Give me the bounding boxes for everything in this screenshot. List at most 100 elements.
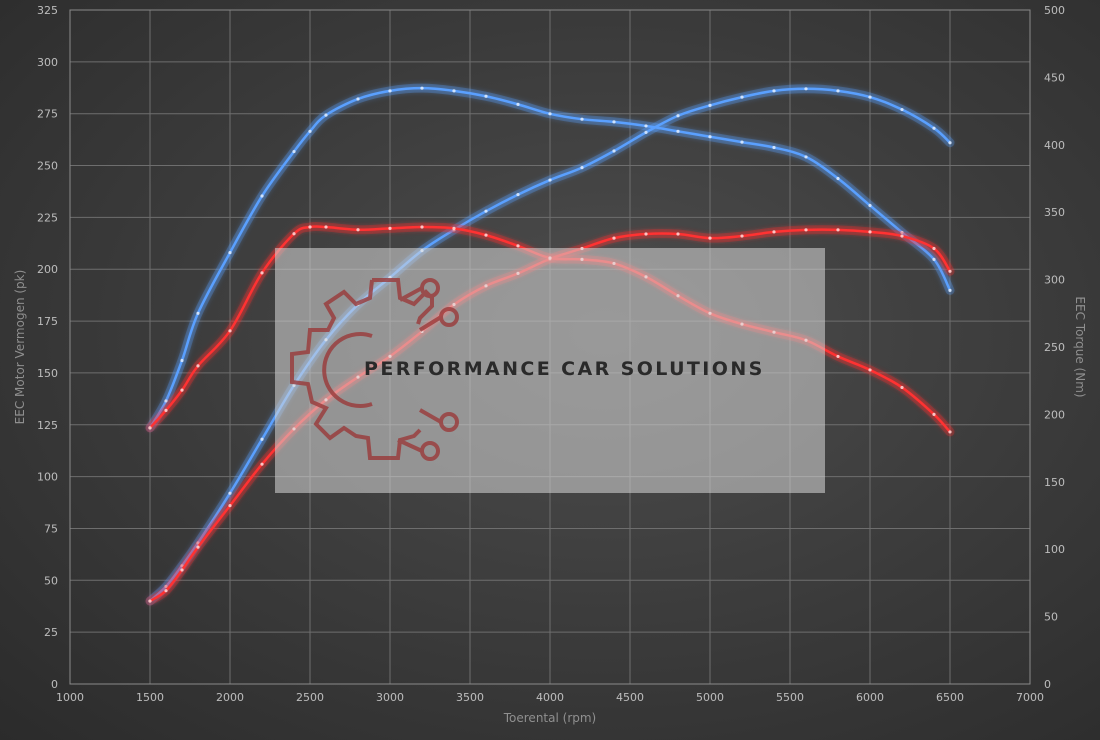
gear-circuit-logo-icon [290, 278, 459, 461]
data-point [676, 114, 680, 118]
series-tuned-left [145, 84, 955, 606]
data-point [196, 364, 200, 368]
axes: 1000 1500 2000 2500 3000 3500 4000 4500 5000 5500… [13, 4, 1087, 725]
data-point [324, 225, 328, 229]
y-left-tick-label: 325 [37, 4, 58, 17]
y-left-tick-label: 25 [44, 626, 58, 639]
y-right-tick-label: 150 [1044, 476, 1065, 489]
data-point [516, 102, 520, 106]
y-left-tick-label: 175 [37, 315, 58, 328]
x-tick-label: 1000 [56, 691, 84, 704]
data-point [548, 178, 552, 182]
data-point [196, 545, 200, 549]
data-point [612, 236, 616, 240]
data-point [612, 149, 616, 153]
data-point [708, 135, 712, 139]
y-right-tick-label: 100 [1044, 543, 1065, 556]
data-point [836, 228, 840, 232]
data-point [228, 504, 232, 508]
y-left-tick-label: 150 [37, 367, 58, 380]
data-point [900, 107, 904, 112]
data-point [292, 232, 296, 236]
data-point [676, 232, 680, 236]
data-point [180, 568, 184, 572]
data-point [180, 358, 184, 363]
x-tick-label: 3500 [456, 691, 484, 704]
data-point [868, 95, 872, 99]
data-point [164, 399, 168, 403]
x-tick-label: 1500 [136, 691, 164, 704]
x-tick-label: 4500 [616, 691, 644, 704]
data-point [804, 155, 808, 159]
data-point [308, 225, 312, 229]
data-point [948, 430, 952, 434]
x-tick-label: 5000 [696, 691, 724, 704]
data-point [356, 97, 360, 101]
data-point [308, 129, 312, 133]
data-point [228, 251, 232, 255]
data-point [772, 89, 776, 93]
y-left-tick-label: 0 [51, 678, 58, 691]
data-point [388, 89, 392, 93]
data-point [580, 117, 584, 121]
data-point [484, 233, 488, 237]
data-point [804, 87, 808, 91]
watermark: PERFORMANCE CAR SOLUTIONS [275, 248, 825, 493]
y-right-tick-label: 500 [1044, 4, 1065, 17]
data-point [612, 120, 616, 124]
data-point [900, 385, 904, 390]
data-point [228, 491, 232, 495]
y-left-tick-label: 100 [37, 471, 58, 484]
data-point [868, 203, 872, 208]
data-point [324, 113, 328, 117]
y-left-tick-label: 125 [37, 419, 58, 432]
x-tick-label: 2000 [216, 691, 244, 704]
data-point [948, 288, 952, 292]
data-point [180, 388, 184, 392]
y-right-tick-label: 350 [1044, 206, 1065, 219]
data-point [836, 176, 840, 181]
data-point [420, 86, 424, 90]
x-tick-label: 2500 [296, 691, 324, 704]
x-tick-label: 6000 [856, 691, 884, 704]
data-point [260, 437, 264, 441]
data-point [452, 89, 456, 93]
watermark-text: PERFORMANCE CAR SOLUTIONS [364, 358, 765, 380]
data-point [676, 129, 680, 133]
y-right-tick-label: 300 [1044, 274, 1065, 287]
x-tick-label: 7000 [1016, 691, 1044, 704]
data-point [260, 194, 264, 198]
data-point [948, 269, 952, 273]
data-point [836, 89, 840, 93]
data-point [708, 236, 712, 240]
data-point [228, 329, 232, 333]
data-point [740, 95, 744, 99]
data-point [196, 541, 200, 545]
y-right-tick-label: 0 [1044, 678, 1051, 691]
data-point [164, 408, 168, 412]
y-left-tick-label: 250 [37, 160, 58, 173]
data-point [708, 103, 712, 107]
data-point [196, 311, 200, 315]
data-point [772, 145, 776, 150]
data-point [516, 244, 520, 248]
data-point [900, 230, 904, 235]
data-point [484, 94, 488, 98]
data-point [148, 599, 152, 603]
data-point [452, 226, 456, 230]
y-left-tick-label: 200 [37, 263, 58, 276]
y-right-tick-label: 400 [1044, 139, 1065, 152]
data-point [548, 112, 552, 116]
data-point [388, 226, 392, 230]
data-point [164, 584, 168, 589]
data-point [180, 564, 184, 568]
plot-frame [69, 9, 1031, 685]
data-point [932, 257, 936, 261]
y-right-tick-label: 50 [1044, 611, 1058, 624]
y-left-axis-title: EEC Motor Vermogen (pk) [13, 270, 27, 425]
data-point [948, 141, 952, 145]
data-point [644, 130, 648, 134]
x-tick-label: 3000 [376, 691, 404, 704]
y-right-axis-title: EEC Torque (Nm) [1073, 296, 1087, 397]
data-point [932, 126, 936, 130]
